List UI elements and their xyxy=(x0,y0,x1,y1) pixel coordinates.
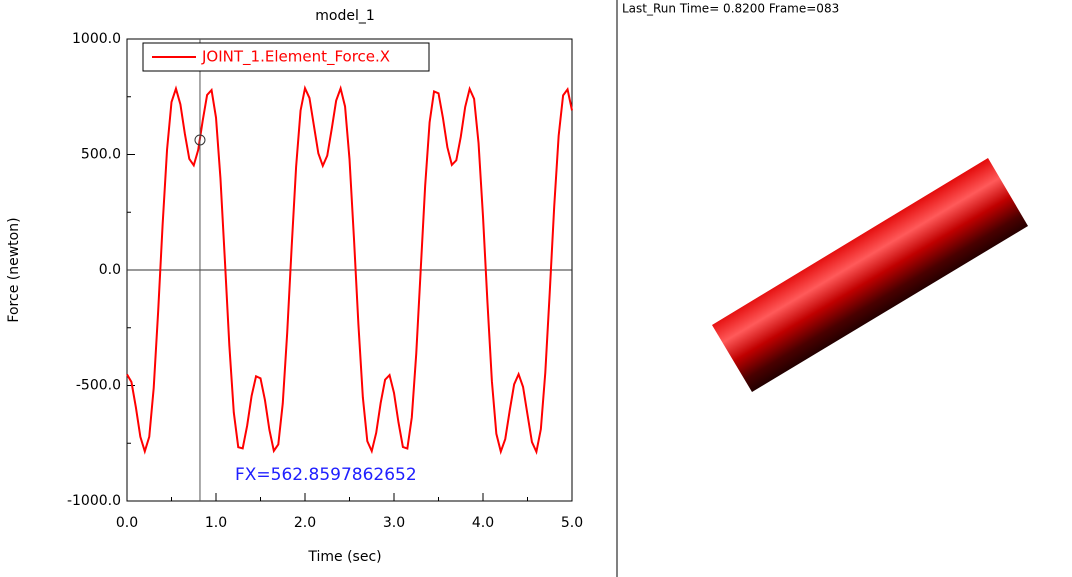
x-tick-label: 2.0 xyxy=(294,515,316,531)
cursor-readout: FX=562.8597862652 xyxy=(235,465,417,485)
data-line xyxy=(126,84,573,456)
x-tick-label: 0.0 xyxy=(116,515,138,531)
x-tick-label: 5.0 xyxy=(561,515,583,531)
animation-header: Last_Run Time= 0.8200 Frame=083 xyxy=(622,2,839,16)
legend-label: JOINT_1.Element_Force.X xyxy=(201,48,390,67)
chart-title: model_1 xyxy=(315,8,375,24)
y-tick-label: 1000.0 xyxy=(72,31,121,47)
y-axis-label: Force (newton) xyxy=(6,217,22,322)
y-tick-label: -1000.0 xyxy=(67,493,121,509)
y-tick-label: -500.0 xyxy=(76,378,121,394)
plot-panel xyxy=(0,0,617,577)
cursor-marker xyxy=(194,134,206,146)
cylinder-body xyxy=(712,158,1028,392)
x-tick-label: 3.0 xyxy=(383,515,405,531)
x-tick-label: 4.0 xyxy=(472,515,494,531)
x-axis-label: Time (sec) xyxy=(307,549,381,565)
x-tick-label: 1.0 xyxy=(205,515,227,531)
y-tick-label: 0.0 xyxy=(99,262,121,278)
y-tick-label: 500.0 xyxy=(81,147,121,163)
